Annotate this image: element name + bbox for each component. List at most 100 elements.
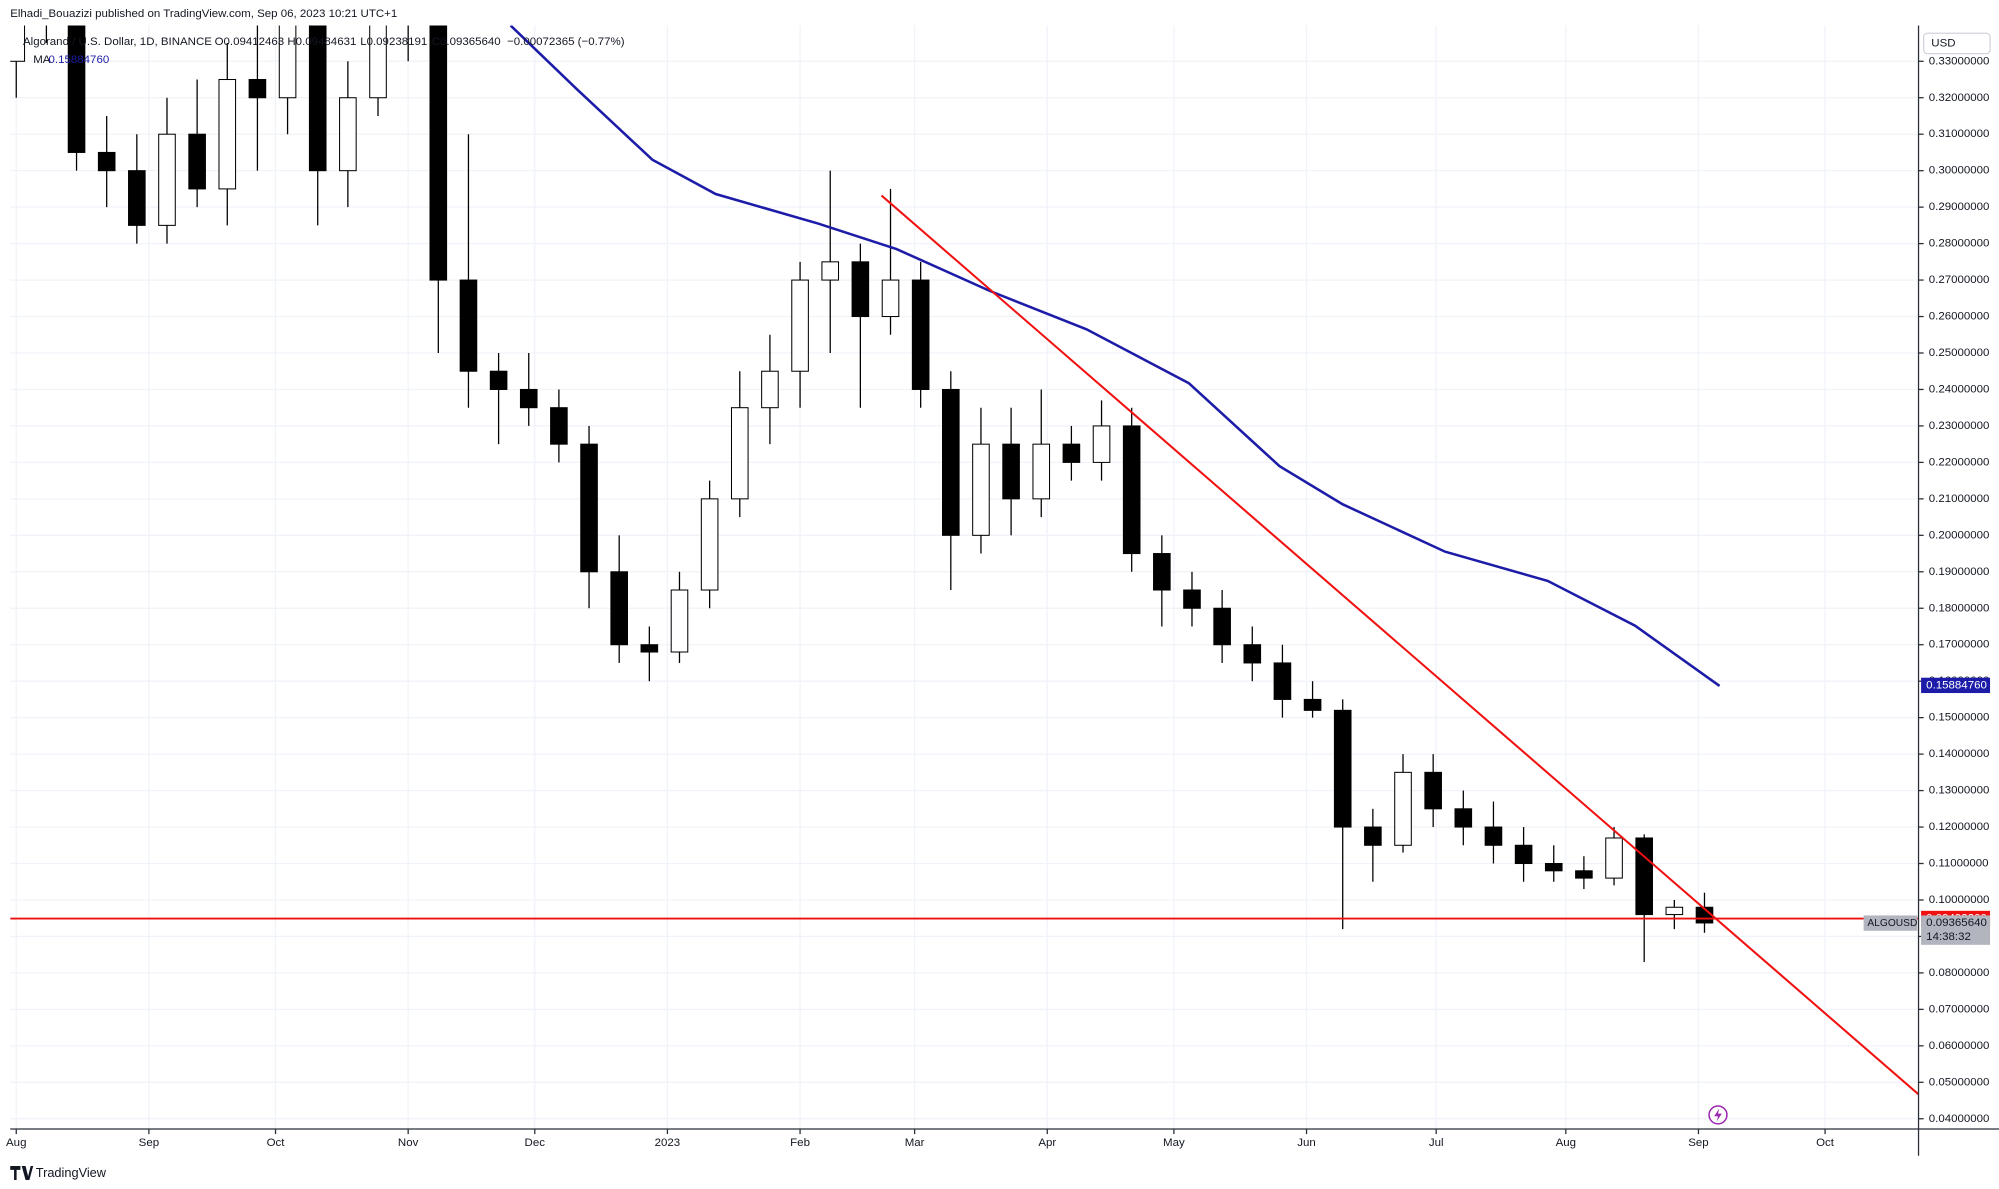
y-tick-label: 0.33000000 [1929,55,1990,67]
candle-body [128,170,146,226]
candle-body [1333,709,1352,828]
candle-body [1364,826,1382,846]
x-tick-label: Apr [1038,1137,1056,1149]
candle-body [972,443,990,536]
grid [10,25,1919,1129]
y-tick-label: 0.18000000 [1929,602,1990,614]
candle-body [851,261,870,318]
candle-body [550,407,568,445]
x-tick-label: May [1163,1137,1185,1149]
candle-body [610,571,628,646]
x-tick-label: Oct [1816,1137,1835,1149]
candle-body [1032,443,1051,500]
candle-body [942,388,960,536]
x-tick-label: Sep [1688,1137,1708,1149]
candle-body [248,78,267,99]
ohlc-high: H0.09484631 [287,36,356,48]
y-tick-label: 0.30000000 [1929,165,1990,177]
y-tick-label: 0.08000000 [1929,967,1990,979]
candle-body [1273,662,1292,700]
x-tick-label: Oct [267,1137,286,1149]
y-tick-label: 0.07000000 [1929,1003,1990,1015]
y-tick-label: 0.04000000 [1929,1113,1990,1125]
y-tick-label: 0.22000000 [1929,456,1990,468]
last-price-tag [1921,915,1991,945]
symbol-tag-label: ALGOUSD [1867,918,1917,929]
plot-area [10,25,1919,1096]
candle-body [1514,844,1533,865]
price-tag-label: 0.15884760 [1926,679,1987,691]
ma-value: 0.15884760 [49,54,110,66]
candle-body [1575,870,1593,879]
symbol: Algorand / U.S. Dollar, 1D, BINANCE [23,36,212,48]
logo-text: TradingView [36,1165,107,1180]
candle-body [1213,607,1231,646]
y-tick-label: 0.15000000 [1929,712,1990,724]
y-tick-label: 0.24000000 [1929,383,1990,395]
candle-body [1303,698,1322,711]
trend-line [880,194,1919,1096]
candle-body [278,25,297,99]
candle-body [791,279,809,372]
candle-body [1062,443,1081,463]
candle-body [1635,837,1653,916]
lightning-glyph [1714,1108,1722,1122]
y-tick-label: 0.28000000 [1929,238,1990,250]
ohlc-low: L0.09238191 [360,36,427,48]
candle-body [1424,771,1442,810]
y-tick-label: 0.12000000 [1929,821,1990,833]
x-tick-label: Mar [905,1137,925,1149]
candle-body [1605,837,1623,879]
candle-body [730,407,749,500]
y-tick-label: 0.29000000 [1929,201,1990,213]
x-tick-label: Nov [398,1137,419,1149]
currency[interactable]: USD [1931,37,1955,49]
candle-body [1243,644,1262,664]
x-tick-label: Dec [525,1137,546,1149]
candle-body [1544,862,1563,872]
candle-body [761,370,779,409]
symbol-tag [1863,915,1918,931]
candle-body [1002,443,1020,500]
ohlc-change: −0.00072365 (−0.77%) [507,36,625,48]
y-tick-label: 0.31000000 [1929,128,1990,140]
y-tick-label: 0.20000000 [1929,529,1990,541]
y-tick-label: 0.27000000 [1929,274,1990,286]
y-tick-label: 0.14000000 [1929,748,1990,760]
candle-body [1183,589,1201,609]
x-tick-label: Feb [790,1137,810,1149]
countdown: 14:38:32 [1926,931,1971,943]
x-tick-label: Jun [1297,1137,1316,1149]
x-tick-label: Aug [6,1137,26,1149]
candle-body [670,589,689,653]
ohlc-open: O0.09412463 [215,36,285,48]
x-tick-label: 2023 [655,1137,681,1149]
candle-body [911,279,930,390]
candle-body [1454,808,1473,828]
price-tag [1921,677,1991,694]
candle-body [1092,425,1111,463]
x-tick-label: Aug [1556,1137,1576,1149]
currency-box[interactable] [1922,32,1991,55]
y-tick-label: 0.05000000 [1929,1076,1990,1088]
candle-body [580,443,598,573]
ma-label: MA [33,54,51,66]
x-tick-label: Jul [1429,1137,1444,1149]
y-tick-label: 0.06000000 [1929,1040,1990,1052]
y-tick-label: 0.23000000 [1929,420,1990,432]
y-tick-label: 0.19000000 [1929,566,1990,578]
candle-body [700,498,719,591]
candle-body [369,25,387,99]
y-tick-label: 0.10000000 [1929,894,1990,906]
y-tick-label: 0.11000000 [1929,858,1989,870]
candle-body [10,25,26,62]
tv-logo [10,1166,34,1181]
y-tick-label: 0.25000000 [1929,347,1990,359]
ohlc-close: C0.09365640 [432,36,501,48]
candle-body [158,133,176,226]
candle-body [1484,826,1503,846]
candle-body [308,25,327,172]
candle-body [459,279,478,372]
